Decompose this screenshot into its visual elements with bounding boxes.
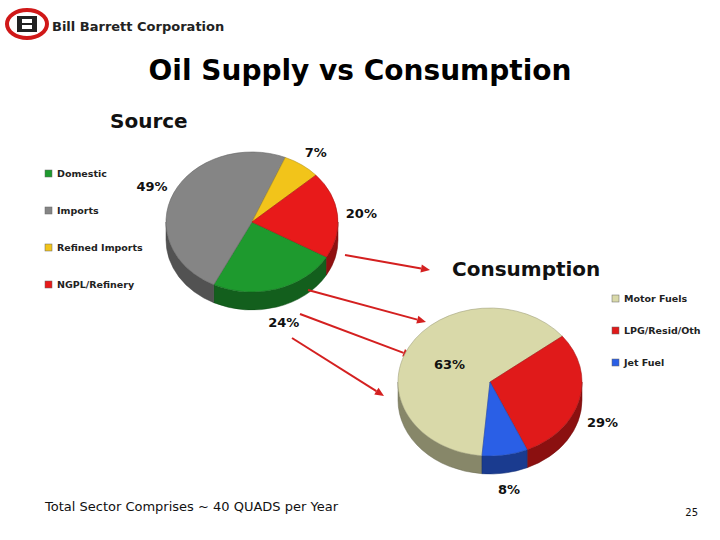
legend-label: Jet Fuel — [623, 357, 664, 368]
arrow-line — [292, 338, 376, 391]
slide: Bill Barrett Corporation Oil Supply vs Co… — [0, 0, 720, 540]
logo — [7, 10, 47, 38]
arrow-line — [300, 314, 404, 353]
data-label: 20% — [346, 206, 377, 221]
pie-chart: Consumption 63% 29% 8% Motor Fuels LPG/Resid/… — [398, 257, 701, 497]
legend-label: LPG/Resid/Oth — [624, 325, 701, 336]
legend-swatch — [45, 207, 52, 214]
pie-slice — [482, 382, 527, 456]
data-label: 7% — [305, 145, 327, 160]
legend-swatch — [45, 281, 52, 288]
footer-note: Total Sector Comprises ~ 40 QUADS per Ye… — [44, 499, 339, 514]
legend-label: Imports — [57, 205, 99, 216]
data-label: 49% — [136, 179, 167, 194]
slide-title: Oil Supply vs Consumption — [149, 54, 572, 87]
legend-swatch — [612, 327, 619, 334]
company-name: Bill Barrett Corporation — [52, 19, 224, 34]
logo-mark — [22, 19, 32, 23]
arrow-head — [416, 316, 426, 324]
legend-label: Motor Fuels — [624, 293, 688, 304]
logo-mark — [17, 16, 37, 32]
arrow-line — [308, 290, 417, 320]
pie-slices — [166, 152, 338, 292]
legend-swatch — [45, 244, 52, 251]
legend: Domestic Imports Refined Imports NGPL/Refin… — [45, 168, 143, 290]
data-label: 8% — [498, 482, 520, 497]
page-number: 25 — [685, 507, 698, 518]
legend-swatch — [45, 170, 52, 177]
legend-swatch — [612, 359, 619, 366]
canvas: Bill Barrett Corporation Oil Supply vs Co… — [0, 0, 720, 540]
logo-mark — [22, 25, 32, 29]
pie-slices — [398, 308, 582, 456]
arrow-head — [420, 264, 430, 272]
pie-chart: Source 24% 49% 7% 20% Domestic Imports Refined … — [45, 109, 377, 330]
legend-label: Domestic — [57, 168, 107, 179]
pie-slice — [252, 175, 338, 257]
logo-ring — [7, 10, 47, 38]
arrow-line — [345, 255, 421, 268]
chart-title: Consumption — [452, 257, 600, 281]
legend: Motor Fuels LPG/Resid/Oth Jet Fuel — [612, 293, 701, 368]
data-label: 24% — [268, 315, 299, 330]
data-label: 63% — [434, 357, 465, 372]
arrow-head — [374, 388, 384, 396]
chart-title: Source — [110, 109, 188, 133]
legend-swatch — [612, 295, 619, 302]
data-label: 29% — [587, 415, 618, 430]
legend-label: NGPL/Refinery — [57, 279, 135, 290]
legend-label: Refined Imports — [57, 242, 143, 253]
